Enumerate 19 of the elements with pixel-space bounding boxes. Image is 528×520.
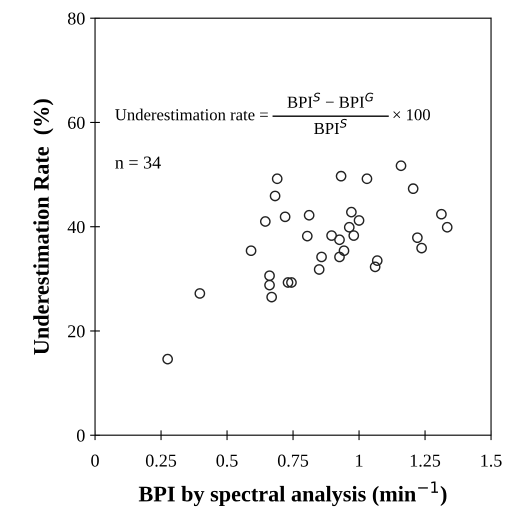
annotation: × 100: [393, 109, 430, 120]
annotation: Underestimation rate =: [115, 108, 268, 120]
x-tick-label: 1.5: [481, 454, 502, 467]
x-tick-label: 1: [356, 454, 362, 467]
y-tick-label: 40: [68, 220, 85, 234]
x-tick-label: 0.75: [278, 454, 308, 467]
y-tick-label: 0: [76, 429, 85, 442]
x-tick-label: 1.25: [410, 454, 440, 467]
x-tick-label: 0: [91, 454, 99, 467]
annotation: n = 34: [115, 156, 161, 169]
x-axis-title: BPI by spectral analysis (min$^{−1}$): [138, 481, 446, 506]
y-tick-label: 60: [68, 116, 85, 129]
y-tick-label: 80: [68, 12, 85, 25]
annotation: BPI$^{S}$: [314, 118, 347, 134]
annotation: BPI$^{S}$ − BPI$^{G}$: [287, 92, 374, 108]
x-tick-label: 0.5: [216, 454, 238, 467]
y-axis-title: Underestimation Rate (%): [33, 99, 54, 355]
x-tick-label: 0.25: [146, 454, 176, 467]
y-tick-label: 20: [68, 325, 85, 338]
